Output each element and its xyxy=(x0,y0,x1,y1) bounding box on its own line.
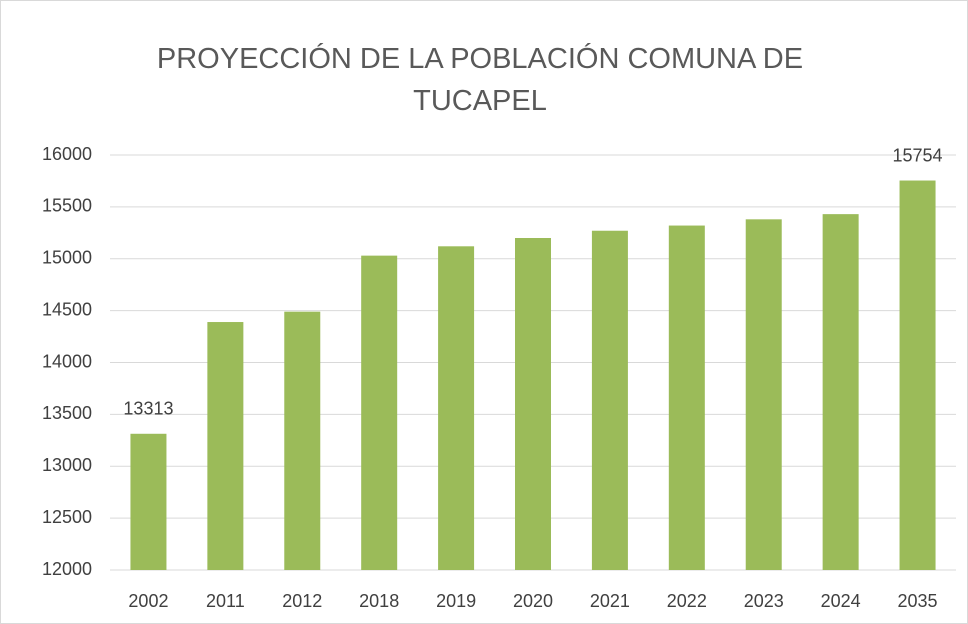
data-label: 15754 xyxy=(893,145,943,165)
y-tick-label: 14500 xyxy=(42,299,92,319)
x-tick-label: 2035 xyxy=(898,591,938,611)
y-tick-label: 13000 xyxy=(42,455,92,475)
y-tick-label: 13500 xyxy=(42,403,92,423)
bar xyxy=(591,230,628,571)
bar xyxy=(361,255,398,570)
x-tick-label: 2012 xyxy=(282,591,322,611)
x-tick-label: 2002 xyxy=(128,591,168,611)
bar xyxy=(515,238,551,570)
x-tick-label: 2022 xyxy=(667,591,707,611)
x-tick-label: 2018 xyxy=(359,591,399,611)
y-tick-label: 14000 xyxy=(42,351,92,371)
x-tick-label: 2021 xyxy=(590,591,630,611)
x-tick-label: 2020 xyxy=(513,591,553,611)
bar xyxy=(668,225,705,571)
x-tick-label: 2023 xyxy=(744,591,784,611)
y-tick-label: 15000 xyxy=(42,248,92,268)
y-tick-label: 16000 xyxy=(42,144,92,164)
x-tick-label: 2024 xyxy=(821,591,861,611)
bar xyxy=(284,311,321,570)
data-label: 13313 xyxy=(123,399,173,419)
bar xyxy=(438,246,475,571)
bar xyxy=(130,433,167,570)
bar xyxy=(745,219,782,570)
y-tick-label: 12000 xyxy=(42,559,92,579)
x-tick-label: 2019 xyxy=(436,591,476,611)
bar xyxy=(899,180,936,570)
bar xyxy=(207,322,244,570)
chart-title: PROYECCIÓN DE LA POBLACIÓN COMUNA DE TUC… xyxy=(156,43,804,117)
y-tick-label: 12500 xyxy=(42,507,92,527)
bar xyxy=(822,214,859,570)
y-tick-label: 15500 xyxy=(42,196,92,216)
x-tick-label: 2011 xyxy=(206,591,245,611)
